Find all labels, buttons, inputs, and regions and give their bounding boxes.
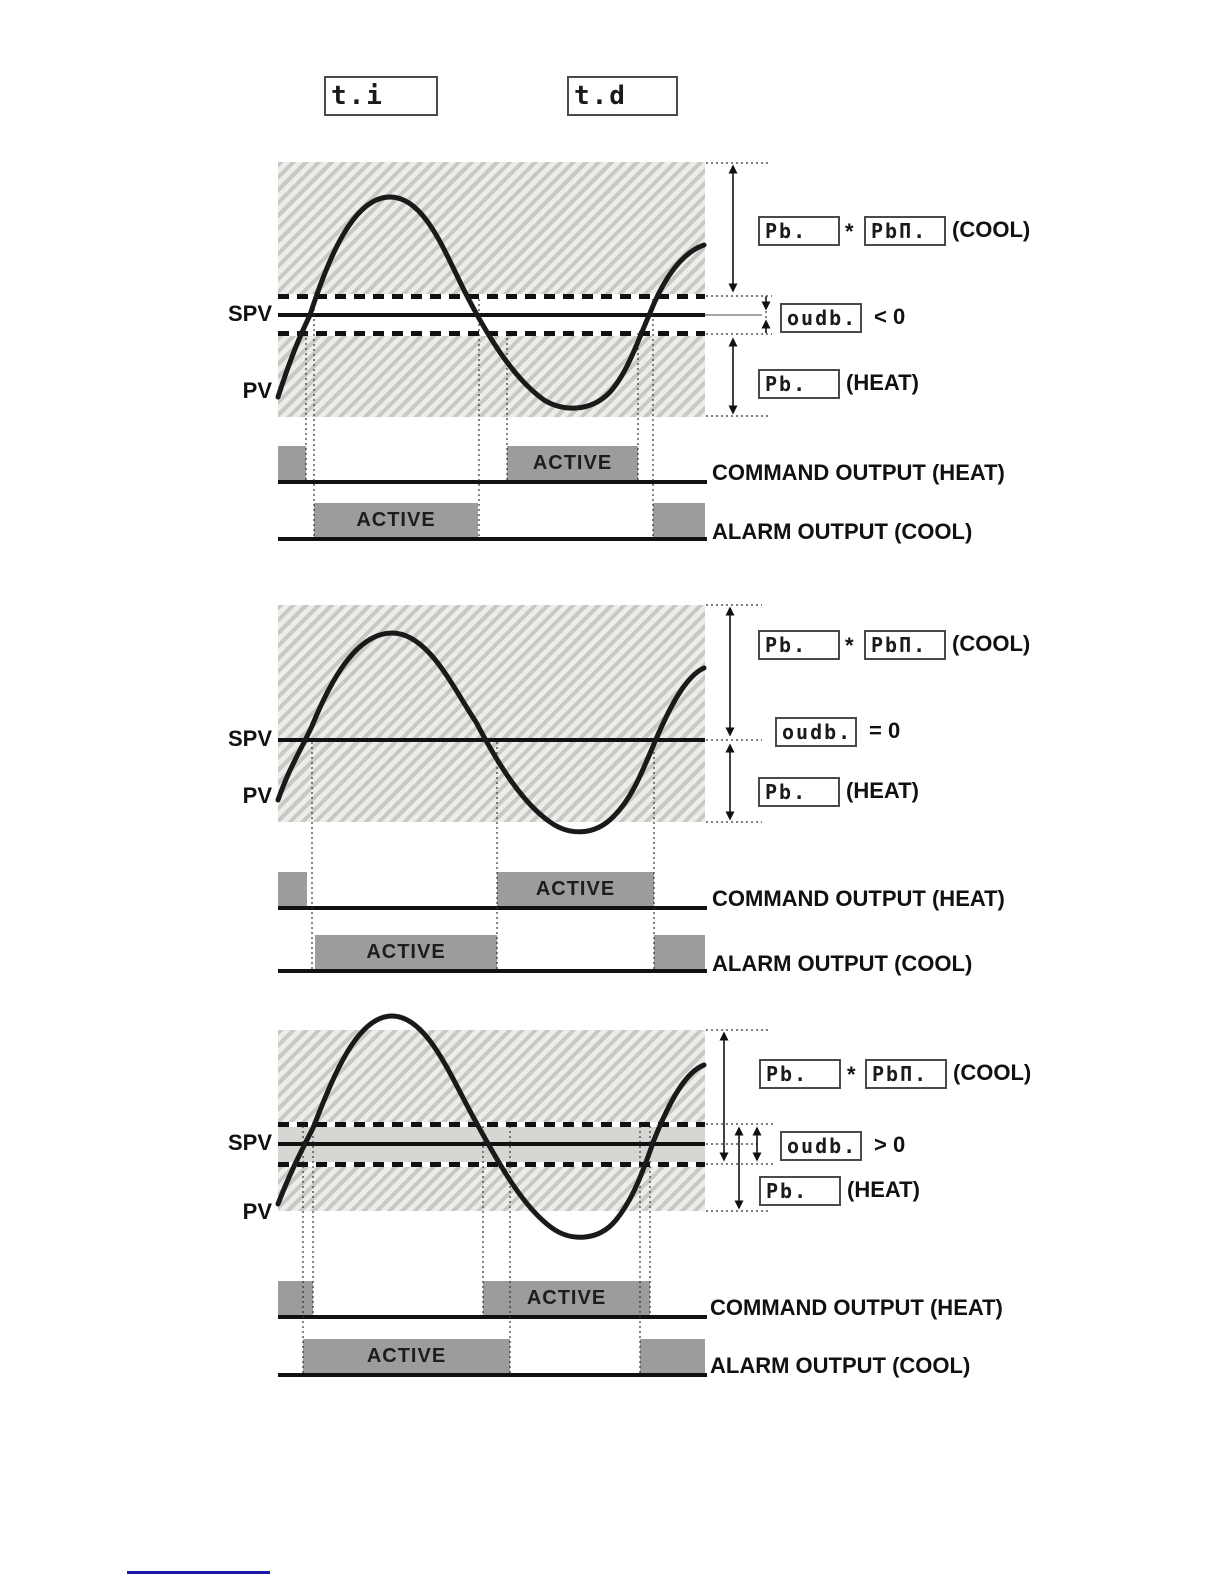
panel1-command-active-label: ACTIVE bbox=[532, 451, 613, 474]
panel2-alarm-caption: ALARM OUTPUT (COOL) bbox=[712, 951, 973, 976]
panel2-pb-heat-text: Pb. bbox=[765, 780, 808, 804]
panel1-oudb-box: oudb. bbox=[780, 303, 862, 333]
panel3-heat-caption: (HEAT) bbox=[847, 1177, 920, 1202]
panel1-oudb-text: oudb. bbox=[787, 306, 858, 330]
panel2-pbm-box: PbΠ. bbox=[864, 630, 946, 660]
panel1-alarm-bar-active: ACTIVE bbox=[314, 503, 478, 537]
panel3-spv-line bbox=[278, 1142, 705, 1146]
lcd-box-td: t.d bbox=[567, 76, 678, 116]
panel3-dimension-arrows bbox=[719, 1031, 762, 1210]
panel3-command-bar-start bbox=[278, 1281, 313, 1315]
panel2-cool-hatch-region bbox=[278, 605, 705, 738]
panel1-command-caption: COMMAND OUTPUT (HEAT) bbox=[712, 460, 1005, 485]
panel2-pv-label: PV bbox=[242, 783, 272, 808]
panel1-cool-caption: (COOL) bbox=[952, 217, 1031, 242]
lcd-text-ti: t.i bbox=[331, 81, 384, 111]
panel1-pbm-box: PbΠ. bbox=[864, 216, 946, 246]
panel3-command-caption: COMMAND OUTPUT (HEAT) bbox=[710, 1295, 1003, 1320]
panel3-command-bar-active: ACTIVE bbox=[483, 1281, 650, 1315]
panel1-command-baseline bbox=[278, 480, 707, 484]
panel2-command-active-label: ACTIVE bbox=[535, 877, 616, 900]
panel1-pbm-text: PbΠ. bbox=[871, 219, 928, 243]
panel3-oudb-box: oudb. bbox=[780, 1131, 862, 1161]
lcd-box-ti: t.i bbox=[324, 76, 438, 116]
panel1-pv-label: PV bbox=[242, 378, 272, 403]
bottom-blue-rule bbox=[127, 1571, 270, 1574]
panel1-upper-deadband-line bbox=[278, 294, 705, 299]
panel1-command-bar-start bbox=[278, 446, 306, 480]
panel1-alarm-caption: ALARM OUTPUT (COOL) bbox=[712, 519, 973, 544]
panel1-alarm-bar-end bbox=[653, 503, 705, 537]
panel3-cool-hatch-region bbox=[278, 1030, 705, 1122]
panel3-pb-cool-box: Pb. bbox=[759, 1059, 841, 1089]
panel1-lower-deadband-line bbox=[278, 331, 705, 336]
panel1-multiply-sign: * bbox=[845, 219, 854, 244]
panel3-alarm-caption: ALARM OUTPUT (COOL) bbox=[710, 1353, 971, 1378]
panel2-command-bar-active: ACTIVE bbox=[497, 872, 654, 906]
panel2-multiply-sign: * bbox=[845, 633, 854, 658]
panel3-spv-label: SPV bbox=[227, 1130, 272, 1155]
panel3-command-baseline bbox=[278, 1315, 707, 1319]
panel2-pb-heat-box: Pb. bbox=[758, 777, 840, 807]
panel2-alarm-active-label: ACTIVE bbox=[366, 940, 446, 963]
panel2-pbm-text: PbΠ. bbox=[871, 633, 928, 657]
panel3-upper-deadband-line bbox=[278, 1122, 705, 1127]
panel2-alarm-baseline bbox=[278, 969, 707, 973]
panel3-command-active-label: ACTIVE bbox=[526, 1286, 607, 1309]
panel3-multiply-sign: * bbox=[847, 1062, 856, 1087]
panel2-alarm-bar-active: ACTIVE bbox=[315, 935, 497, 969]
panel2-pb-cool-text: Pb. bbox=[765, 633, 808, 657]
panel3-alarm-bar-active: ACTIVE bbox=[303, 1339, 510, 1373]
panel3-pv-label: PV bbox=[242, 1199, 272, 1224]
panel3-pb-heat-text: Pb. bbox=[766, 1179, 809, 1203]
panel2-oudb-relation: = 0 bbox=[869, 718, 901, 743]
panel1-alarm-baseline bbox=[278, 537, 707, 541]
panel1-spv-label: SPV bbox=[227, 301, 272, 326]
panel2-command-bar-start bbox=[278, 872, 307, 906]
panel2-pb-cool-box: Pb. bbox=[758, 630, 840, 660]
panel1-pb-heat-text: Pb. bbox=[765, 372, 808, 396]
panel2-spv-line bbox=[278, 738, 705, 742]
panel1-heat-caption: (HEAT) bbox=[846, 370, 919, 395]
panel1-alarm-active-label: ACTIVE bbox=[356, 508, 436, 531]
panel3-cool-caption: (COOL) bbox=[953, 1060, 1032, 1085]
panel2-oudb-box: oudb. bbox=[775, 717, 857, 747]
panel2-heat-hatch-region bbox=[278, 742, 705, 822]
panel2-cool-caption: (COOL) bbox=[952, 631, 1031, 656]
panel2-command-baseline bbox=[278, 906, 707, 910]
panel1-pb-heat-box: Pb. bbox=[758, 369, 840, 399]
lcd-text-td: t.d bbox=[574, 81, 627, 111]
panel3-pb-cool-text: Pb. bbox=[766, 1062, 809, 1086]
panel2-spv-label: SPV bbox=[227, 726, 272, 751]
panel2-alarm-bar-end bbox=[654, 935, 705, 969]
panel1-pb-cool-box: Pb. bbox=[758, 216, 840, 246]
panel1-cool-hatch-region bbox=[278, 162, 705, 294]
panel3-alarm-bar-end bbox=[640, 1339, 705, 1373]
panel3-oudb-relation: > 0 bbox=[874, 1132, 906, 1157]
panel1-oudb-relation: < 0 bbox=[874, 304, 906, 329]
panel1-command-bar-active: ACTIVE bbox=[507, 446, 638, 480]
panel2-oudb-text: oudb. bbox=[782, 720, 853, 744]
panel3-pbm-box: PbΠ. bbox=[865, 1059, 947, 1089]
panel3-alarm-baseline bbox=[278, 1373, 707, 1377]
panel1-pb-cool-text: Pb. bbox=[765, 219, 808, 243]
panel1-heat-hatch-region bbox=[278, 336, 705, 417]
panel3-heat-hatch-region bbox=[278, 1167, 705, 1211]
panel3-lower-deadband-line bbox=[278, 1162, 705, 1167]
panel1-spv-line bbox=[278, 313, 705, 317]
panel3-pbm-text: PbΠ. bbox=[872, 1062, 929, 1086]
panel3-pb-heat-box: Pb. bbox=[759, 1176, 841, 1206]
panel3-alarm-active-label: ACTIVE bbox=[366, 1344, 447, 1367]
panel2-command-caption: COMMAND OUTPUT (HEAT) bbox=[712, 886, 1005, 911]
panel3-oudb-text: oudb. bbox=[787, 1134, 858, 1158]
panel2-heat-caption: (HEAT) bbox=[846, 778, 919, 803]
